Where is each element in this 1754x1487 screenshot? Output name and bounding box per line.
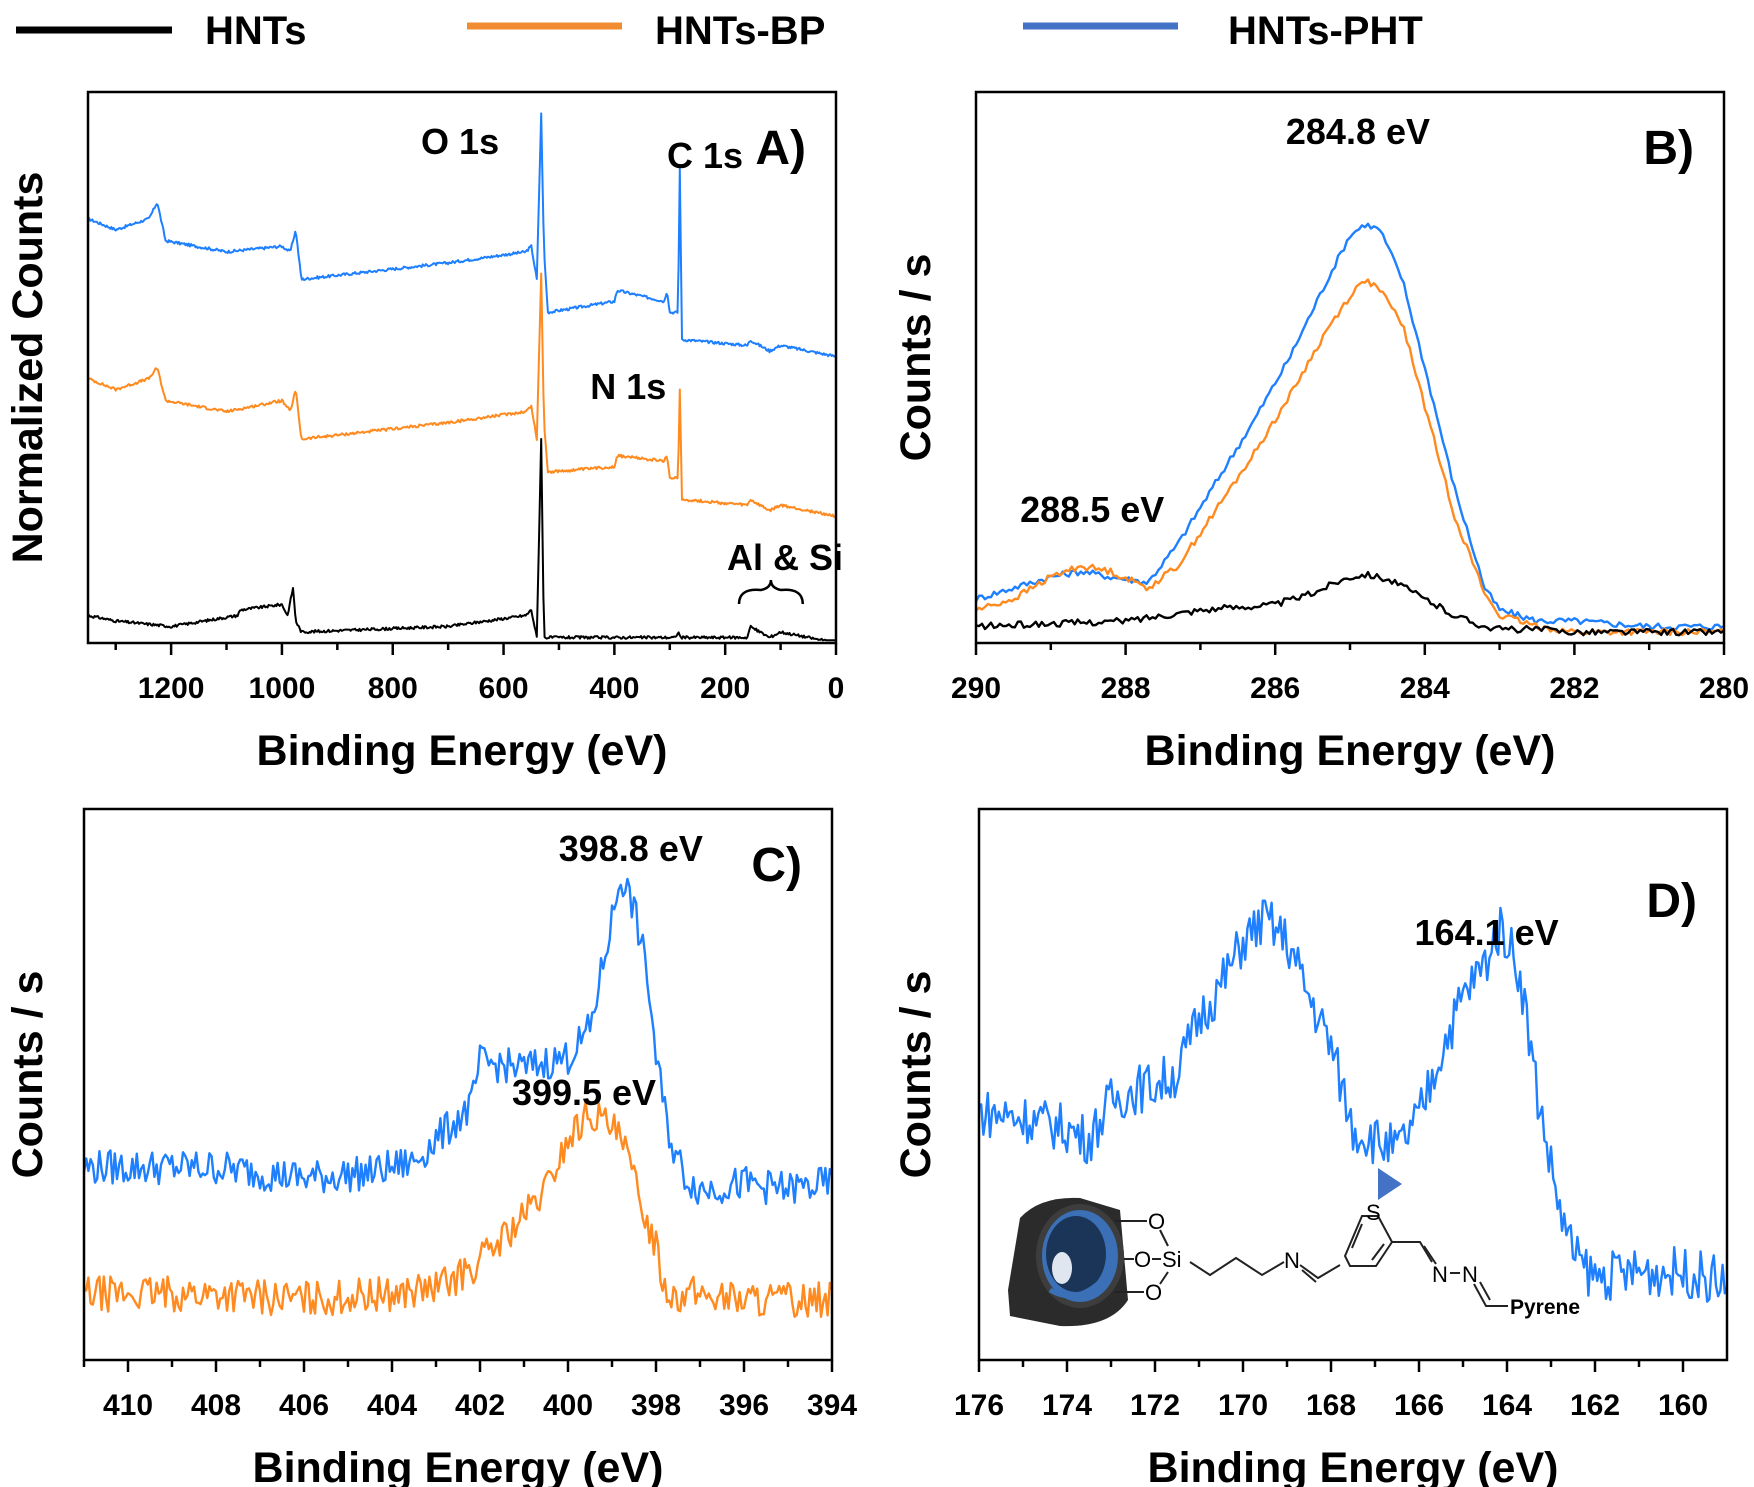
- atom-o-mid: O: [1134, 1247, 1151, 1272]
- x-tick-label: 282: [1549, 672, 1599, 705]
- series-line-hnts-bp: [83, 1100, 834, 1318]
- peak-annotation: C 1s: [667, 135, 743, 176]
- x-tick-label: 290: [951, 672, 1001, 705]
- x-tick-label: 0: [828, 672, 845, 705]
- peak-annotation: 284.8 eV: [1286, 111, 1430, 152]
- peak-annotation: 398.8 eV: [559, 828, 703, 869]
- x-tick-label: 398: [631, 1389, 681, 1422]
- x-tick-label: 284: [1400, 672, 1450, 705]
- panel-d-s2p: 176 174 172 170 168 166 164 162 160 Binding Energ…: [892, 807, 1729, 1487]
- x-tick-label: 396: [719, 1389, 769, 1422]
- x-tick-label: 286: [1250, 672, 1300, 705]
- x-tick-label: 800: [368, 672, 418, 705]
- atom-hydrazone-n2: N: [1462, 1262, 1478, 1287]
- peak-annotation: O 1s: [421, 121, 499, 162]
- sulfur-pointer-triangle-icon: [1378, 1168, 1402, 1200]
- plot-frame: [977, 807, 1729, 1362]
- x-axis-label: Binding Energy (eV): [253, 1444, 664, 1487]
- series-line-hnts-pht: [974, 222, 1725, 631]
- x-tick-label: 404: [367, 1389, 417, 1422]
- plot-frame: [86, 90, 838, 645]
- peak-annotation: Al & Si: [727, 537, 843, 578]
- x-tick-label: 400: [589, 672, 639, 705]
- x-tick-label: 160: [1658, 1389, 1708, 1422]
- panel-label: B): [1643, 122, 1694, 175]
- bond-lines: [1115, 1215, 1508, 1307]
- y-axis-label: Counts / s: [4, 971, 52, 1179]
- atom-si: Si: [1162, 1247, 1182, 1272]
- series-line-hnts-bp: [87, 272, 837, 518]
- panel-a-survey: 1200 1000 800 600 400 200 0 Binding Energy (eV)…: [4, 90, 845, 775]
- plot-frame: [974, 90, 1726, 645]
- x-tick-label: 406: [279, 1389, 329, 1422]
- halloysite-tube-icon: [1008, 1197, 1128, 1327]
- x-tick-label: 166: [1394, 1389, 1444, 1422]
- peak-annotation: N 1s: [590, 366, 666, 407]
- peak-annotation: 164.1 eV: [1415, 912, 1559, 953]
- x-tick-label: 1200: [138, 672, 205, 705]
- legend-label-hnts-pht: HNTs-PHT: [1228, 9, 1423, 53]
- series-line-hnts: [975, 570, 1725, 637]
- x-tick-label: 400: [543, 1389, 593, 1422]
- series-line-hnts-pht: [87, 112, 837, 358]
- series-line-hnts: [87, 438, 836, 642]
- panel-label: C): [751, 839, 802, 892]
- x-tick-label: 174: [1042, 1389, 1092, 1422]
- y-axis-label: Counts / s: [892, 971, 940, 1179]
- x-tick-label: 172: [1130, 1389, 1180, 1422]
- peak-annotation: 399.5 eV: [512, 1072, 656, 1113]
- panel-label: A): [755, 122, 806, 175]
- pyrene-label: Pyrene: [1510, 1296, 1580, 1319]
- x-tick-label: 162: [1570, 1389, 1620, 1422]
- panel-c-n1s: 410 408 406 404 402 400 398 396 394 Binding Energ…: [4, 807, 857, 1487]
- panel-label: D): [1646, 875, 1697, 928]
- x-axis-label: Binding Energy (eV): [1145, 727, 1556, 775]
- legend-label-hnts-bp: HNTs-BP: [655, 9, 825, 53]
- x-tick-label: 170: [1218, 1389, 1268, 1422]
- panel-b-c1s: 290 288 286 284 282 280 Binding Energy (eV) Cou…: [892, 90, 1749, 775]
- peak-annotation: 288.5 eV: [1020, 489, 1164, 530]
- atom-o-bottom: O: [1145, 1280, 1162, 1305]
- x-tick-label: 408: [191, 1389, 241, 1422]
- x-axis-label: Binding Energy (eV): [257, 727, 668, 775]
- x-tick-label: 402: [455, 1389, 505, 1422]
- atom-sulfur: S: [1366, 1200, 1381, 1225]
- y-axis-label: Counts / s: [892, 254, 940, 462]
- x-tick-label: 168: [1306, 1389, 1356, 1422]
- x-tick-label: 1000: [249, 672, 316, 705]
- series-line-hnts-bp: [975, 278, 1725, 637]
- atom-o-top: O: [1148, 1209, 1165, 1234]
- x-tick-label: 164: [1482, 1389, 1532, 1422]
- atom-hydrazone-n1: N: [1432, 1262, 1448, 1287]
- series-line-hnts-pht: [82, 877, 834, 1206]
- x-tick-label: 288: [1101, 672, 1151, 705]
- x-tick-label: 200: [700, 672, 750, 705]
- x-tick-label: 600: [479, 672, 529, 705]
- al-si-bracket: [737, 579, 805, 605]
- y-axis-label: Normalized Counts: [4, 172, 52, 564]
- x-tick-label: 410: [103, 1389, 153, 1422]
- series-line-hnts-pht: [978, 899, 1729, 1303]
- inset-chemical-structure: O O Si O N S N N Pyrene: [1008, 1168, 1580, 1327]
- x-tick-label: 280: [1699, 672, 1749, 705]
- plot-frame: [82, 807, 834, 1362]
- x-tick-label: 176: [954, 1389, 1004, 1422]
- x-tick-label: 394: [807, 1389, 857, 1422]
- legend-label-hnts: HNTs: [205, 9, 306, 53]
- atom-imine-n: N: [1284, 1248, 1300, 1273]
- x-axis-label: Binding Energy (eV): [1148, 1444, 1559, 1487]
- legend: HNTs HNTs-BP HNTs-PHT: [16, 9, 1423, 53]
